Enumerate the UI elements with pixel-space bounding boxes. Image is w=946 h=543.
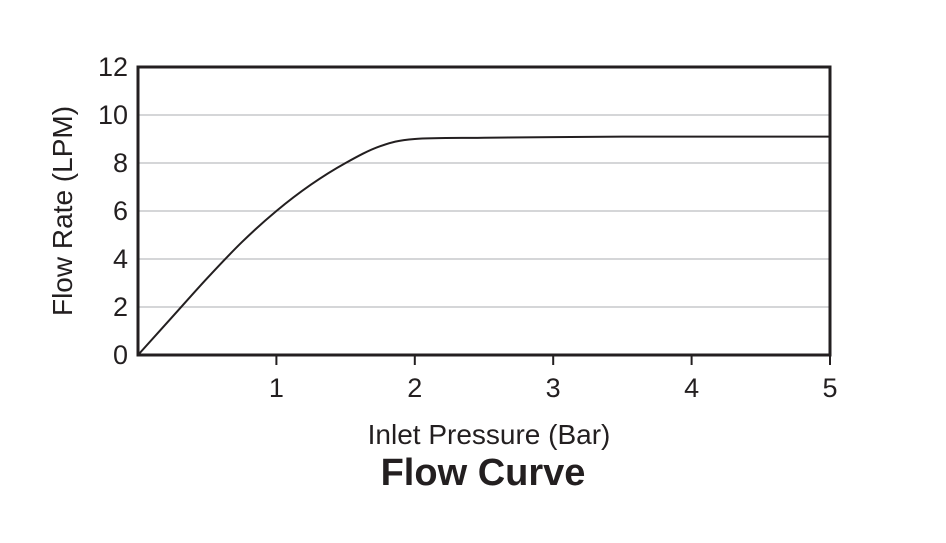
y-tick-label: 6 (113, 196, 128, 226)
y-tick-label: 10 (98, 100, 128, 130)
flow-curve-line (137, 135, 830, 356)
y-tick-label: 8 (113, 148, 128, 178)
y-tick-label: 12 (98, 52, 128, 82)
x-axis-ticks: 1 2 3 4 5 (269, 355, 838, 403)
x-tick-label: 1 (269, 373, 284, 403)
y-tick-label: 4 (113, 244, 128, 274)
x-axis-label: Inlet Pressure (Bar) (368, 419, 611, 450)
y-tick-label: 2 (113, 292, 128, 322)
y-tick-label: 0 (113, 340, 128, 370)
y-axis-label: Flow Rate (LPM) (47, 106, 78, 316)
plot-frame (136, 65, 832, 357)
chart-title: Flow Curve (380, 452, 586, 494)
x-tick-label: 3 (546, 373, 561, 403)
x-tick-label: 4 (684, 373, 699, 403)
grid-lines (138, 114, 830, 308)
x-tick-label: 5 (822, 373, 837, 403)
x-tick-label: 2 (407, 373, 422, 403)
y-axis-ticks: 0 2 4 6 8 10 12 (98, 52, 128, 370)
